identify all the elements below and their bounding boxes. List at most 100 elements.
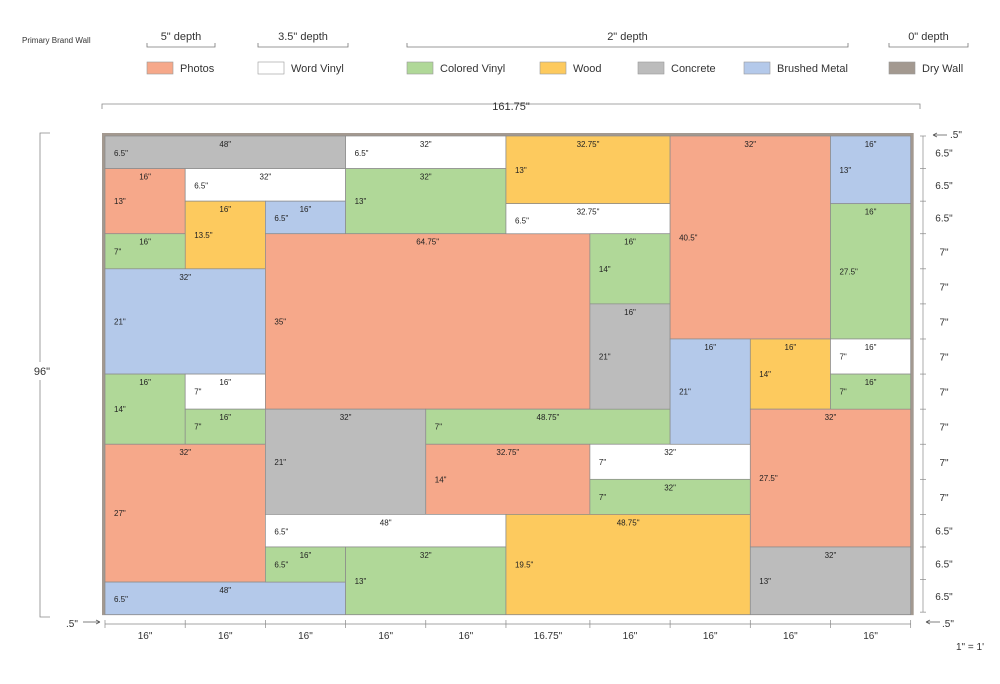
panel-rect	[265, 200, 346, 235]
column-width-label: 16"	[459, 631, 474, 642]
panel-width-label: 32"	[420, 551, 432, 560]
row-height-label: 7"	[939, 282, 949, 293]
row-height-label: 6.5"	[935, 527, 953, 538]
row-height-label: 7"	[939, 458, 949, 469]
panel-height-label: 7"	[599, 458, 606, 467]
panel-width-label: 32"	[179, 273, 191, 282]
panel-colored-vinyl: 16" 7"	[184, 408, 266, 445]
panel-rect	[830, 373, 912, 410]
row-height-label: 6.5"	[935, 592, 953, 603]
panel-colored-vinyl: 16" 7"	[830, 373, 912, 410]
column-width-label: 16"	[623, 631, 638, 642]
depth-label-2-depth: 2" depth	[607, 31, 648, 43]
panel-colored-vinyl: 48.75" 7"	[425, 408, 671, 445]
panel-width-label: 32"	[420, 173, 432, 182]
panel-width-label: 16"	[300, 205, 312, 214]
panel-height-label: 21"	[599, 353, 611, 362]
panel-width-label: 32.75"	[496, 448, 519, 457]
panel-photos: 32" 27.5"	[749, 408, 912, 548]
panel-height-label: 14"	[435, 475, 447, 484]
panel-height-label: 7"	[839, 353, 846, 362]
swatch-colored-vinyl	[406, 61, 434, 75]
panel-height-label: 13"	[759, 577, 771, 586]
panel-rect	[669, 135, 831, 340]
panel-brushed-metal: 16" 21"	[669, 338, 751, 445]
depth-bracket	[888, 43, 969, 48]
column-width-label: 16"	[378, 631, 393, 642]
panel-rect	[749, 338, 831, 410]
panel-height-label: 13"	[515, 166, 527, 175]
legend-label-concrete: Concrete	[671, 63, 716, 75]
margin-top-right-label: .5"	[950, 130, 962, 141]
panel-width-label: 32.75"	[577, 208, 600, 217]
panel-width-label: 16"	[865, 140, 877, 149]
swatch-photos	[146, 61, 174, 75]
panel-height-label: 13.5"	[194, 231, 213, 240]
panel-rect	[749, 408, 912, 548]
panel-width-label: 16"	[865, 378, 877, 387]
panel-rect	[589, 443, 751, 480]
column-width-label: 16"	[218, 631, 233, 642]
margin-bottom-right-label: .5"	[942, 619, 954, 630]
panel-brushed-metal: 32" 21"	[104, 268, 266, 375]
panel-concrete: 32" 21"	[265, 408, 427, 515]
column-dimensions: 16" 16" 16" 16" 16" 16.75" 16" 16" 16" 16"	[104, 620, 912, 642]
panel-word-vinyl: 16" 7"	[184, 373, 266, 410]
panel-width-label: 48"	[219, 586, 231, 595]
panel-width-label: 16"	[139, 378, 151, 387]
swatch-brushed-metal	[743, 61, 771, 75]
panel-rect	[505, 514, 751, 615]
row-height-label: 7"	[939, 388, 949, 399]
panel-width-label: 16"	[704, 343, 716, 352]
panel-concrete: 48" 6.5"	[104, 135, 346, 169]
panel-width-label: 48"	[380, 518, 392, 527]
panel-width-label: 48.75"	[537, 413, 560, 422]
page-title: Primary Brand Wall	[22, 36, 91, 45]
panel-height-label: 14"	[114, 405, 126, 414]
legend-label-word-vinyl: Word Vinyl	[291, 63, 344, 75]
panel-width-label: 32"	[260, 173, 272, 182]
panel-height-label: 6.5"	[274, 561, 288, 570]
panel-height-label: 6.5"	[274, 527, 288, 536]
margin-bottom-left-label: .5"	[66, 619, 78, 630]
panel-height-label: 13"	[114, 197, 126, 206]
row-height-label: 7"	[939, 317, 949, 328]
panel-width-label: 32"	[340, 413, 352, 422]
panel-height-label: 6.5"	[355, 149, 369, 158]
legend-label-brushed-metal: Brushed Metal	[777, 63, 848, 75]
panel-photos: 32" 40.5"	[669, 135, 831, 340]
panel-rect	[345, 546, 507, 615]
legend-group: 5" depth Photos 3.5" depth Word Vinyl 2" dep…	[146, 31, 969, 75]
panel-height-label: 7"	[599, 493, 606, 502]
panel-colored-vinyl: 16" 14"	[104, 373, 186, 445]
panel-height-label: 27.5"	[839, 267, 858, 276]
depth-label-3-5-depth: 3.5" depth	[278, 31, 328, 43]
panel-rect	[345, 168, 507, 235]
panel-width-label: 64.75"	[416, 238, 439, 247]
column-width-label: 16.75"	[534, 631, 563, 642]
panel-width-label: 32.75"	[577, 140, 600, 149]
panel-colored-vinyl: 32" 7"	[589, 478, 751, 515]
panel-colored-vinyl: 32" 13"	[345, 168, 507, 235]
depth-bracket	[257, 43, 349, 48]
depth-label-0-depth: 0" depth	[908, 31, 949, 43]
panel-width-label: 16"	[219, 413, 231, 422]
panel-rect	[669, 338, 751, 445]
panel-height-label: 6.5"	[114, 595, 128, 604]
overall-height-label: 96"	[34, 366, 50, 378]
panel-width-label: 16"	[624, 308, 636, 317]
panel-width-label: 16"	[219, 378, 231, 387]
row-height-label: 7"	[939, 493, 949, 504]
row-height-label: 7"	[939, 423, 949, 434]
panel-height-label: 13"	[839, 166, 851, 175]
row-dimensions: 6.5" 6.5" 6.5" 7" 7" 7" 7" 7" 7" 7" 7" 6.5" 6.5" 6.5"	[920, 135, 953, 613]
panel-colored-vinyl: 16" 27.5"	[830, 203, 912, 340]
panel-rect	[104, 168, 186, 235]
panel-height-label: 14"	[759, 370, 771, 379]
panel-word-vinyl: 32" 7"	[589, 443, 751, 480]
column-width-label: 16"	[138, 631, 153, 642]
panel-rect	[104, 373, 186, 445]
panel-word-vinyl: 32" 6.5"	[345, 135, 507, 169]
panel-height-label: 6.5"	[194, 182, 208, 191]
